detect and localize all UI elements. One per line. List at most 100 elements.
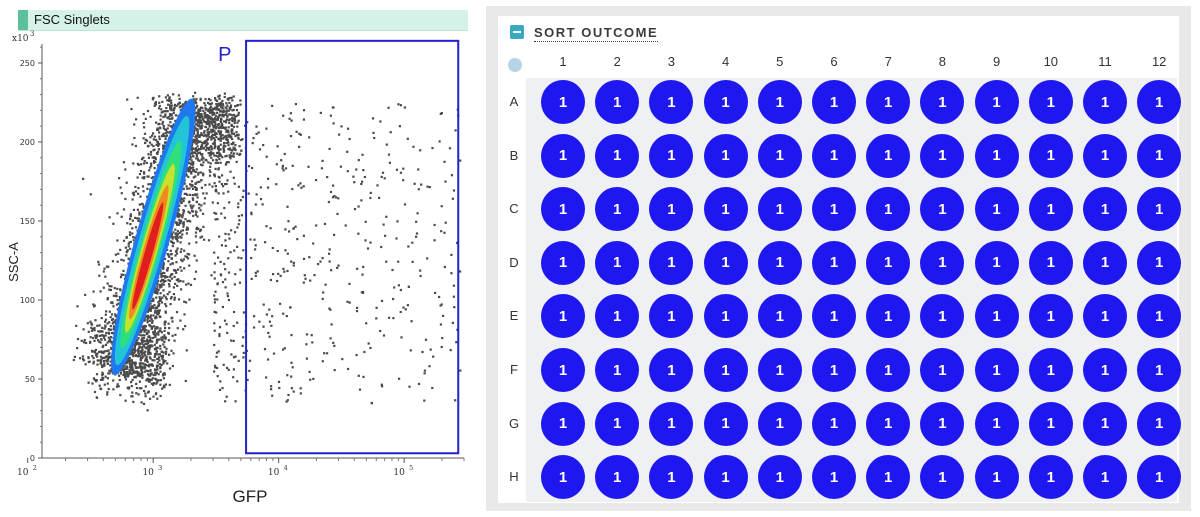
well-A10[interactable]: 1 — [1028, 80, 1073, 124]
well-B2[interactable]: 1 — [595, 133, 640, 178]
well-B11[interactable]: 1 — [1083, 133, 1127, 178]
well-F5[interactable]: 1 — [757, 348, 802, 392]
well-D4[interactable]: 1 — [703, 240, 748, 285]
well-D11[interactable]: 1 — [1083, 240, 1127, 285]
well-B12[interactable]: 1 — [1137, 133, 1182, 178]
well-G8[interactable]: 1 — [920, 401, 965, 446]
well-D1[interactable]: 1 — [541, 240, 585, 285]
row-label[interactable]: G — [508, 415, 520, 431]
well-E10[interactable]: 1 — [1028, 294, 1073, 339]
well-E9[interactable]: 1 — [974, 294, 1019, 339]
gate-p[interactable] — [245, 39, 460, 455]
collapse-button[interactable] — [510, 25, 524, 39]
well-E7[interactable]: 1 — [866, 294, 911, 339]
well-A11[interactable]: 1 — [1083, 80, 1127, 124]
well-F10[interactable]: 1 — [1028, 348, 1073, 392]
well-E12[interactable]: 1 — [1137, 294, 1182, 339]
well-D5[interactable]: 1 — [757, 240, 802, 285]
well-H12[interactable]: 1 — [1137, 455, 1182, 500]
well-A7[interactable]: 1 — [866, 80, 911, 124]
well-D3[interactable]: 1 — [649, 240, 694, 285]
well-F1[interactable]: 1 — [541, 348, 585, 392]
well-F9[interactable]: 1 — [974, 348, 1019, 392]
column-label[interactable]: 7 — [884, 54, 892, 69]
well-B4[interactable]: 1 — [703, 133, 748, 178]
well-D9[interactable]: 1 — [974, 240, 1019, 285]
well-F2[interactable]: 1 — [595, 348, 640, 392]
column-label[interactable]: 11 — [1098, 54, 1112, 69]
well-A4[interactable]: 1 — [703, 80, 748, 124]
row-label[interactable]: A — [509, 94, 519, 109]
well-D12[interactable]: 1 — [1137, 240, 1182, 285]
well-H6[interactable]: 1 — [812, 455, 856, 500]
row-label[interactable]: F — [510, 362, 518, 377]
well-H5[interactable]: 1 — [757, 455, 802, 500]
column-label[interactable]: 8 — [938, 54, 946, 69]
well-D10[interactable]: 1 — [1028, 240, 1073, 285]
column-label[interactable]: 9 — [992, 54, 1001, 69]
well-H4[interactable]: 1 — [703, 455, 748, 500]
row-label[interactable]: D — [509, 254, 519, 270]
well-F3[interactable]: 1 — [649, 348, 694, 392]
column-label[interactable]: 5 — [776, 54, 784, 69]
well-B5[interactable]: 1 — [757, 133, 802, 178]
well-G11[interactable]: 1 — [1083, 401, 1127, 446]
well-G9[interactable]: 1 — [974, 401, 1019, 446]
well-F7[interactable]: 1 — [866, 348, 911, 392]
well-E1[interactable]: 1 — [541, 294, 585, 339]
well-G12[interactable]: 1 — [1137, 401, 1182, 446]
column-label[interactable]: 10 — [1043, 54, 1059, 69]
well-C11[interactable]: 1 — [1083, 187, 1127, 232]
column-label[interactable]: 12 — [1151, 54, 1167, 69]
well-E5[interactable]: 1 — [757, 294, 802, 339]
row-label[interactable]: H — [509, 469, 519, 485]
well-D2[interactable]: 1 — [595, 240, 640, 285]
row-label[interactable]: C — [509, 201, 519, 217]
well-C6[interactable]: 1 — [812, 187, 856, 232]
well-G6[interactable]: 1 — [812, 401, 856, 446]
well-G2[interactable]: 1 — [595, 401, 640, 446]
well-C3[interactable]: 1 — [649, 187, 694, 232]
well-A9[interactable]: 1 — [974, 80, 1019, 124]
well-B1[interactable]: 1 — [541, 133, 585, 178]
well-A2[interactable]: 1 — [595, 80, 640, 124]
well-G10[interactable]: 1 — [1028, 401, 1073, 446]
well-C1[interactable]: 1 — [541, 187, 585, 232]
well-A3[interactable]: 1 — [649, 80, 694, 124]
column-label[interactable]: 3 — [667, 54, 675, 69]
well-A8[interactable]: 1 — [920, 80, 965, 124]
well-B10[interactable]: 1 — [1028, 133, 1073, 178]
well-A12[interactable]: 1 — [1137, 80, 1182, 124]
well-G4[interactable]: 1 — [703, 401, 748, 446]
well-D8[interactable]: 1 — [920, 240, 965, 285]
well-A6[interactable]: 1 — [812, 80, 856, 124]
well-B3[interactable]: 1 — [649, 133, 694, 178]
well-E8[interactable]: 1 — [920, 294, 965, 339]
well-C5[interactable]: 1 — [757, 187, 802, 232]
well-H3[interactable]: 1 — [649, 455, 694, 500]
well-F6[interactable]: 1 — [812, 348, 856, 392]
well-G5[interactable]: 1 — [757, 401, 802, 446]
well-H1[interactable]: 1 — [541, 455, 585, 500]
well-E4[interactable]: 1 — [703, 294, 748, 339]
well-G1[interactable]: 1 — [541, 401, 585, 446]
well-C12[interactable]: 1 — [1137, 187, 1182, 232]
plate-select-all-dot[interactable] — [508, 58, 522, 72]
well-F8[interactable]: 1 — [920, 348, 965, 392]
well-E2[interactable]: 1 — [595, 294, 640, 339]
well-A1[interactable]: 1 — [541, 80, 585, 124]
well-D7[interactable]: 1 — [866, 240, 911, 285]
column-label[interactable]: 2 — [613, 54, 621, 69]
well-H7[interactable]: 1 — [866, 455, 911, 500]
row-label[interactable]: B — [509, 147, 519, 163]
well-C10[interactable]: 1 — [1028, 187, 1073, 232]
column-label[interactable]: 4 — [721, 54, 730, 69]
well-E6[interactable]: 1 — [812, 294, 856, 339]
well-H11[interactable]: 1 — [1083, 455, 1127, 500]
column-label[interactable]: 1 — [559, 54, 567, 69]
well-G7[interactable]: 1 — [866, 401, 911, 446]
well-B7[interactable]: 1 — [866, 133, 911, 178]
well-C2[interactable]: 1 — [595, 187, 640, 232]
well-F11[interactable]: 1 — [1083, 348, 1127, 392]
well-A5[interactable]: 1 — [757, 80, 802, 124]
